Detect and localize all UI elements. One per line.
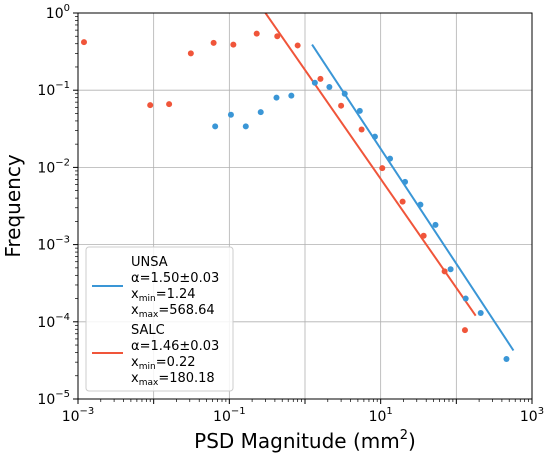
- salc-data-point: [274, 33, 281, 40]
- unsa-data-point: [311, 79, 318, 86]
- salc-data-point: [230, 41, 237, 48]
- salc-data-point: [166, 101, 173, 108]
- legend-box: [85, 246, 234, 392]
- salc-data-point: [338, 102, 345, 109]
- x-axis-label-superscript: 2: [400, 428, 408, 443]
- salc-data-point: [461, 327, 468, 334]
- unsa-data-point: [288, 92, 295, 99]
- salc-data-point: [210, 39, 217, 46]
- salc-data-point: [379, 165, 386, 172]
- legend-unsa-title: UNSA: [131, 255, 168, 270]
- salc-data-point: [358, 126, 365, 133]
- salc-data-point: [399, 198, 406, 205]
- x-tick-label--1: 10−1: [213, 406, 246, 425]
- unsa-data-point: [417, 201, 424, 208]
- legend: UNSA α=1.50±0.03 xmin=1.24 xmax=568.64 S…: [85, 246, 234, 392]
- legend-salc-title: SALC: [131, 323, 165, 338]
- unsa-data-point: [257, 109, 264, 116]
- x-axis-label: PSD Magnitude (mm2): [194, 428, 416, 453]
- unsa-data-point: [447, 266, 454, 273]
- tick-labels: 10−3 10−1 101 103 100 10−1 10−2 10−3 10−4 10−5: [37, 3, 544, 425]
- y-tick-label--3: 10−3: [37, 235, 70, 254]
- unsa-data-point: [387, 155, 394, 162]
- unsa-data-point: [341, 90, 348, 97]
- salc-data-point: [80, 39, 87, 46]
- salc-data-point: [147, 102, 154, 109]
- unsa-data-point: [212, 123, 219, 130]
- unsa-data-point: [402, 178, 409, 185]
- x-tick-label-1: 101: [369, 406, 393, 425]
- salc-data-point: [294, 42, 301, 49]
- salc-data-point: [420, 232, 427, 239]
- x-tick-label-3: 103: [520, 406, 544, 425]
- y-tick-label--1: 10−1: [37, 80, 70, 99]
- legend-unsa-alpha: α=1.50±0.03: [131, 271, 219, 286]
- unsa-data-point: [356, 107, 363, 114]
- unsa-data-point: [371, 133, 378, 140]
- unsa-data-point: [503, 355, 510, 362]
- salc-data-point: [253, 30, 260, 37]
- salc-fit-line: [264, 13, 477, 317]
- unsa-data-point: [477, 310, 484, 317]
- y-tick-label--5: 10−5: [37, 389, 70, 408]
- unsa-data-point: [326, 84, 333, 91]
- y-axis-label: Frequency: [1, 154, 25, 257]
- x-tick-label--3: 10−3: [62, 406, 95, 425]
- unsa-data-point: [432, 221, 439, 228]
- salc-data-point: [317, 75, 324, 82]
- data-points: [80, 30, 510, 362]
- legend-salc-alpha: α=1.46±0.03: [131, 339, 219, 354]
- y-tick-label-0: 100: [46, 3, 70, 22]
- y-tick-label--2: 10−2: [37, 157, 70, 176]
- unsa-data-point: [242, 123, 249, 130]
- axis-ticks: [73, 12, 533, 404]
- unsa-data-point: [273, 94, 280, 101]
- salc-data-point: [441, 268, 448, 275]
- salc-data-point: [187, 50, 194, 57]
- y-tick-label--4: 10−4: [37, 312, 70, 331]
- unsa-data-point: [462, 295, 469, 302]
- unsa-data-point: [227, 111, 234, 118]
